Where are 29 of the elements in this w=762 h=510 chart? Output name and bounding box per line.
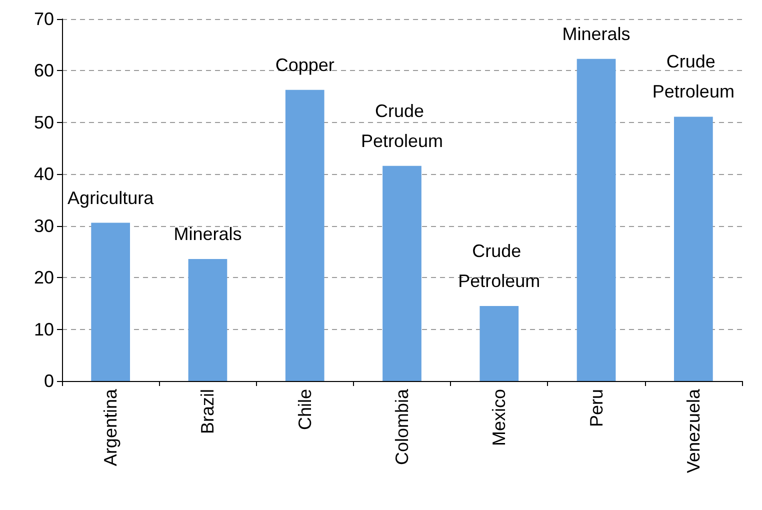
y-tick-label: 10 (34, 319, 54, 340)
x-tick-label: Chile (294, 389, 315, 430)
bar (188, 258, 228, 381)
bar (91, 222, 130, 381)
x-tick-label: Venezuela (683, 388, 704, 474)
bar (480, 306, 519, 381)
bar (285, 90, 324, 381)
annotation: Copper (275, 54, 334, 75)
x-tick-label: Brazil (198, 389, 218, 434)
annotation: Minerals (562, 24, 630, 44)
x-tick-label: Mexico (489, 389, 510, 446)
annotation: Minerals (174, 224, 242, 244)
y-tick-label: 70 (34, 9, 54, 29)
x-tick-label: Colombia (392, 388, 412, 466)
bar (382, 166, 422, 381)
y-tick-label: 0 (44, 371, 54, 391)
y-tick-label: 60 (34, 60, 54, 81)
y-tick-label: 30 (34, 216, 54, 236)
annotation: Crude Petroleum (458, 241, 540, 292)
bar (576, 58, 616, 381)
y-tick-label: 50 (34, 112, 54, 132)
y-tick-label: 20 (34, 268, 54, 288)
annotation: Agricultura (68, 188, 155, 208)
x-tick-label: Peru (586, 389, 606, 428)
annotation: Crude Petroleum (360, 100, 444, 151)
bar (674, 116, 713, 381)
x-tick-label: Argentina (100, 388, 121, 466)
y-tick-label: 40 (34, 164, 54, 184)
annotation: Crude Petroleum (652, 52, 734, 102)
